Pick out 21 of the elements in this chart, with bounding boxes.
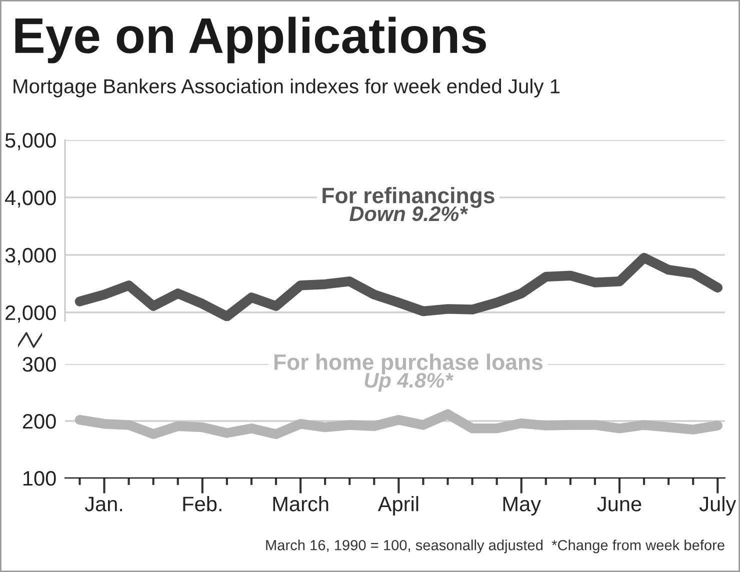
y-tick-label: 4,000 (5, 190, 56, 208)
x-tick-label: May (503, 496, 541, 516)
chart-title: Eye on Applications (15, 16, 486, 64)
text: For refinancings (322, 187, 494, 208)
y-tick-label: 5,000 (5, 133, 56, 150)
text: March 16, 1990 = 100, seasonally adjusted *Change from week before (266, 540, 724, 554)
chart-subtitle: Mortgage Bankers Association indexes for week ended July 1 (14, 78, 560, 98)
x-tick-label: June (597, 496, 642, 512)
y-tick-label: 3,000 (5, 248, 56, 266)
y-tick-label: 200 (22, 414, 56, 429)
x-tick-label: Jan. (84, 496, 122, 512)
x-tick-label: March (273, 496, 328, 512)
x-tick-label: April (378, 496, 418, 516)
y-tick-label: 2,000 (6, 305, 56, 323)
y-tick-label: 100 (24, 471, 56, 486)
y-tick-label: 300 (22, 357, 56, 372)
x-tick-label: Feb. (183, 496, 222, 512)
text: For home purchase loans (274, 354, 543, 374)
annotation: Up 4.8%* (364, 372, 454, 392)
annotation: Down 9.2%* (350, 206, 468, 222)
x-tick-label: July (699, 496, 736, 516)
